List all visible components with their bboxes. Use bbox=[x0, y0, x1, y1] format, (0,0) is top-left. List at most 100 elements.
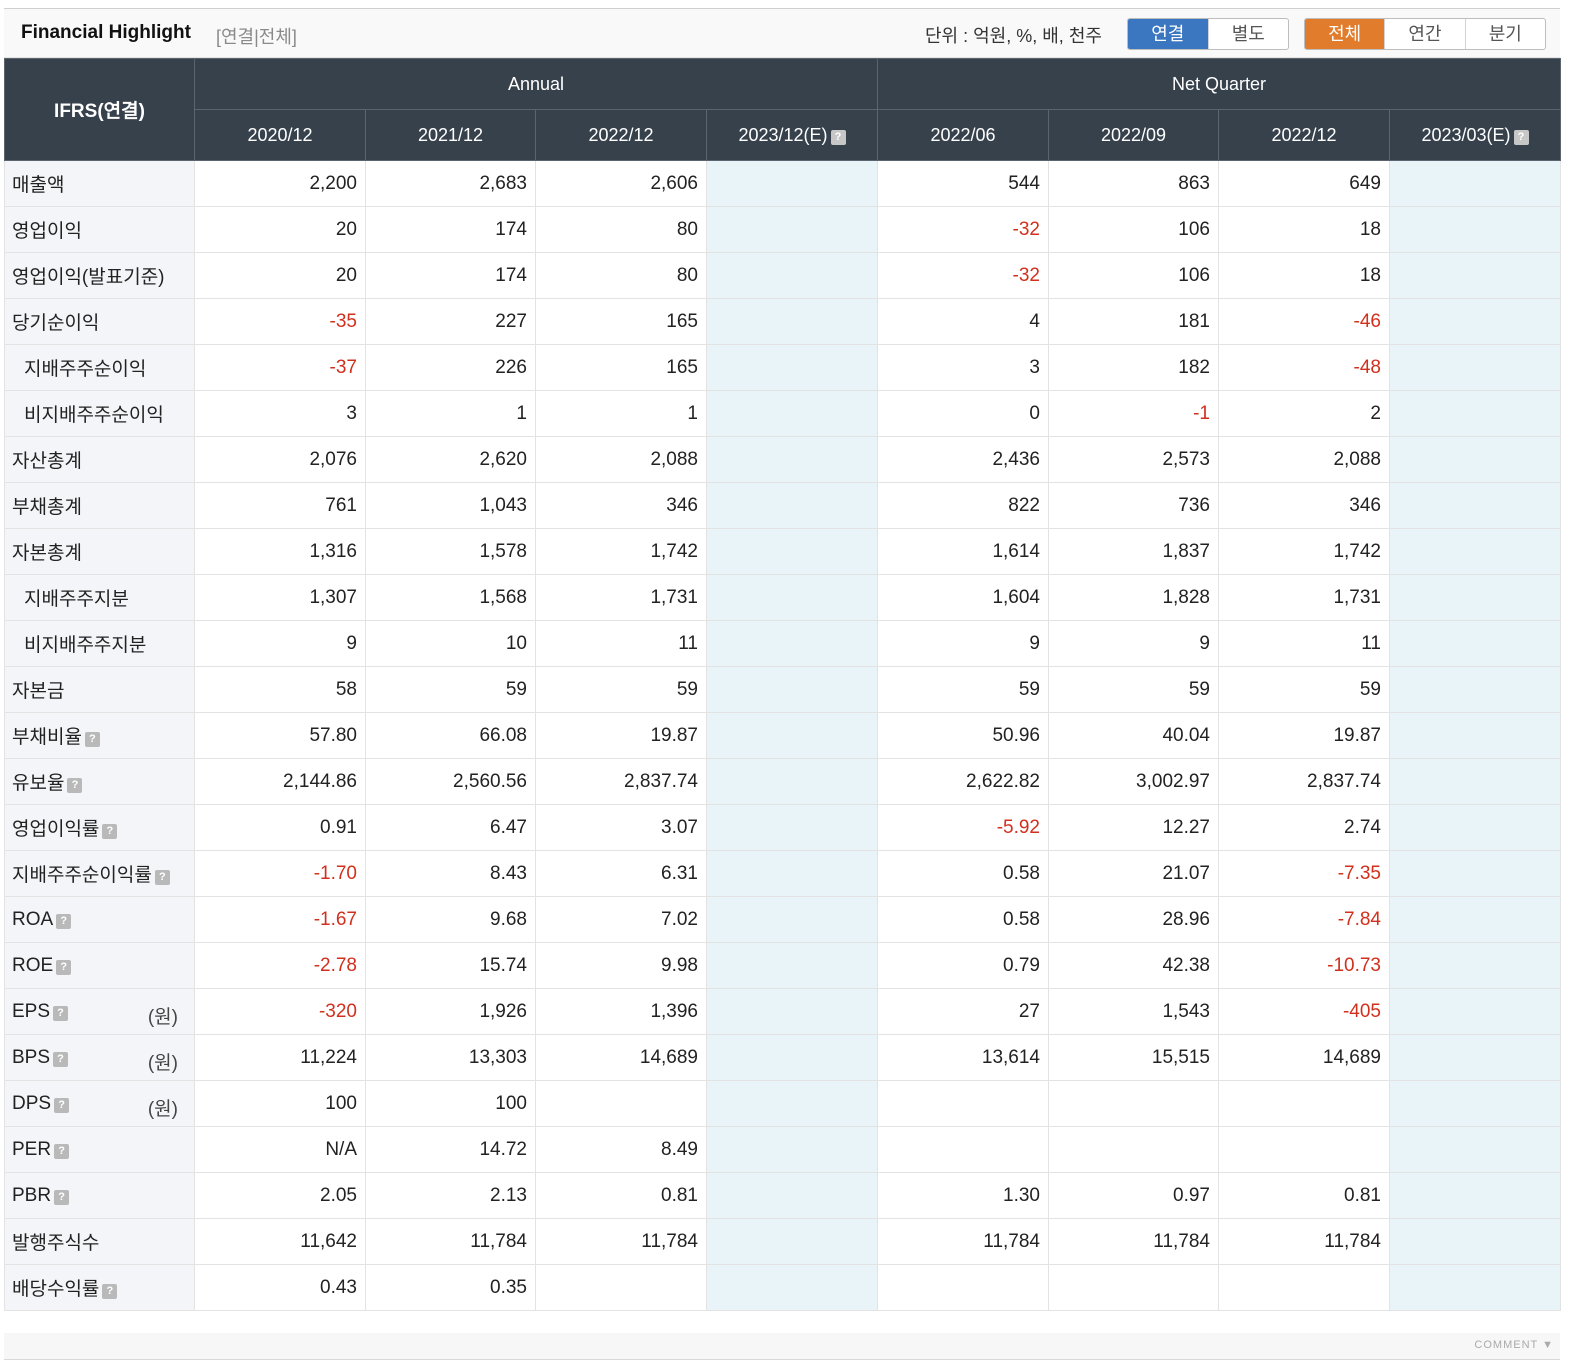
table-cell bbox=[706, 1172, 878, 1219]
column-header-label: 2021/12 bbox=[417, 124, 484, 145]
row-label: 영업이익(발표기준) bbox=[4, 252, 195, 299]
help-icon[interactable]: ? bbox=[102, 824, 118, 839]
table-row: 영업이익(발표기준) 20 174 80 -32 106 18 bbox=[4, 252, 1562, 299]
table-cell: -46 bbox=[1218, 298, 1390, 345]
column-header: 2022/06 bbox=[877, 109, 1049, 161]
table-cell: 4 bbox=[877, 298, 1049, 345]
table-cell: 1,837 bbox=[1048, 528, 1219, 575]
table-cell: 14.72 bbox=[365, 1126, 536, 1173]
table-row: 영업이익률? 0.91 6.47 3.07 -5.92 12.27 2.74 bbox=[4, 804, 1562, 851]
help-icon[interactable]: ? bbox=[102, 1284, 118, 1299]
row-label: PBR? bbox=[4, 1172, 195, 1219]
help-icon[interactable]: ? bbox=[56, 959, 72, 975]
table-cell: 0.35 bbox=[365, 1264, 536, 1311]
table-cell bbox=[706, 206, 878, 253]
table-cell bbox=[706, 666, 878, 713]
row-label: EPS? (원) bbox=[4, 988, 195, 1035]
table-row: 배당수익률? 0.43 0.35 bbox=[4, 1264, 1562, 1311]
row-label-text: ROE bbox=[12, 954, 54, 976]
table-cell: 346 bbox=[535, 482, 707, 529]
help-icon[interactable]: ? bbox=[54, 1189, 70, 1205]
table-cell bbox=[1388, 344, 1562, 391]
table-cell: 50.96 bbox=[877, 712, 1049, 759]
row-label-text: 매출액 bbox=[12, 175, 65, 196]
table-cell: 226 bbox=[365, 344, 536, 391]
table-cell bbox=[706, 1218, 878, 1265]
table-cell: 2,144.86 bbox=[194, 758, 366, 805]
help-icon[interactable]: ? bbox=[84, 732, 100, 747]
row-label-text: ROA bbox=[12, 908, 54, 930]
help-icon[interactable]: ? bbox=[67, 778, 83, 793]
table-cell bbox=[1388, 712, 1562, 759]
toggle-quarter[interactable]: 분기 bbox=[1464, 19, 1545, 49]
toggle-annual[interactable]: 연간 bbox=[1384, 19, 1464, 49]
column-header: 2022/12 bbox=[1218, 109, 1390, 161]
table-cell: 2,573 bbox=[1048, 436, 1219, 483]
toggle-consolidated[interactable]: 연결 bbox=[1128, 19, 1208, 49]
row-label-text: 지배주주순이익률 bbox=[12, 865, 152, 886]
row-label: 자본총계 bbox=[4, 528, 195, 575]
table-cell: 761 bbox=[194, 482, 366, 529]
help-icon[interactable]: ? bbox=[53, 1051, 69, 1067]
table-cell: 9 bbox=[877, 620, 1049, 667]
table-cell: -48 bbox=[1218, 344, 1390, 391]
help-icon[interactable]: ? bbox=[54, 1143, 70, 1159]
help-icon[interactable]: ? bbox=[1513, 129, 1529, 145]
table-cell: 0.81 bbox=[535, 1172, 707, 1219]
column-header: 2023/03(E)? bbox=[1388, 109, 1562, 161]
column-header-label: 2022/12 bbox=[1271, 124, 1337, 145]
row-label-text: DPS bbox=[12, 1092, 52, 1114]
table-cell: 2,088 bbox=[535, 436, 707, 483]
row-unit: (원) bbox=[147, 1099, 178, 1120]
comment-toggle[interactable]: COMMENT ▼ bbox=[1474, 1339, 1554, 1351]
table-cell: 11,642 bbox=[194, 1218, 366, 1265]
table-cell: 2,620 bbox=[365, 436, 536, 483]
table-cell: 2.74 bbox=[1218, 804, 1390, 851]
table-row: BPS? (원) 11,224 13,303 14,689 13,614 15,515 14,… bbox=[4, 1034, 1562, 1081]
help-icon[interactable]: ? bbox=[53, 1005, 69, 1021]
table-cell: 40.04 bbox=[1048, 712, 1219, 759]
toggle-all[interactable]: 전체 bbox=[1305, 19, 1385, 49]
table-row: 지배주주지분 1,307 1,568 1,731 1,604 1,828 1,731 bbox=[4, 574, 1562, 621]
table-cell: 1,578 bbox=[365, 528, 536, 575]
column-header-label: 2022/06 bbox=[930, 124, 996, 145]
title-bar: Financial Highlight [연결|전체] 단위 : 억원, %, … bbox=[4, 9, 1560, 58]
row-label-text: 발행주식수 bbox=[12, 1233, 100, 1254]
table-cell: 3 bbox=[194, 390, 366, 437]
table-row: 당기순이익 -35 227 165 4 181 -46 bbox=[4, 298, 1562, 345]
table-cell: 1,742 bbox=[535, 528, 707, 575]
table-cell bbox=[1388, 1218, 1562, 1265]
table-cell: 7.02 bbox=[535, 896, 707, 943]
table-cell bbox=[706, 298, 878, 345]
row-label: ROE? bbox=[4, 942, 195, 989]
table-cell bbox=[1388, 1034, 1562, 1081]
table-cell bbox=[1388, 666, 1562, 713]
table-cell: 100 bbox=[365, 1080, 536, 1127]
table-row: 부채비율? 57.80 66.08 19.87 50.96 40.04 19.87 bbox=[4, 712, 1562, 759]
group-header-quarter: Net Quarter bbox=[876, 58, 1562, 110]
row-label-text: 지배주주순이익 bbox=[24, 359, 147, 380]
help-icon[interactable]: ? bbox=[830, 129, 846, 145]
help-icon[interactable]: ? bbox=[56, 913, 72, 929]
table-cell: 20 bbox=[194, 206, 366, 253]
table-cell bbox=[1388, 850, 1562, 897]
table-cell bbox=[706, 1264, 878, 1311]
table-cell: 1,396 bbox=[535, 988, 707, 1035]
financial-table: IFRS(연결) Annual Net Quarter 2020/12 2021/… bbox=[4, 58, 1562, 1311]
table-cell: 58 bbox=[194, 666, 366, 713]
column-header: 2021/12 bbox=[365, 109, 536, 161]
toggle-separate[interactable]: 별도 bbox=[1207, 19, 1289, 49]
table-cell: 21.07 bbox=[1048, 850, 1219, 897]
column-header: 2020/12 bbox=[194, 109, 366, 161]
table-cell bbox=[1388, 620, 1562, 667]
table-row: 비지배주주순이익 3 1 1 0 -1 2 bbox=[4, 390, 1562, 437]
table-cell bbox=[535, 1264, 707, 1311]
help-icon[interactable]: ? bbox=[154, 870, 170, 885]
table-cell bbox=[1048, 1126, 1219, 1173]
table-cell bbox=[706, 252, 878, 299]
corner-header: IFRS(연결) bbox=[4, 58, 195, 161]
column-header: 2022/09 bbox=[1048, 109, 1219, 161]
table-cell: 8.49 bbox=[535, 1126, 707, 1173]
help-icon[interactable]: ? bbox=[54, 1097, 70, 1113]
table-cell: 59 bbox=[535, 666, 707, 713]
